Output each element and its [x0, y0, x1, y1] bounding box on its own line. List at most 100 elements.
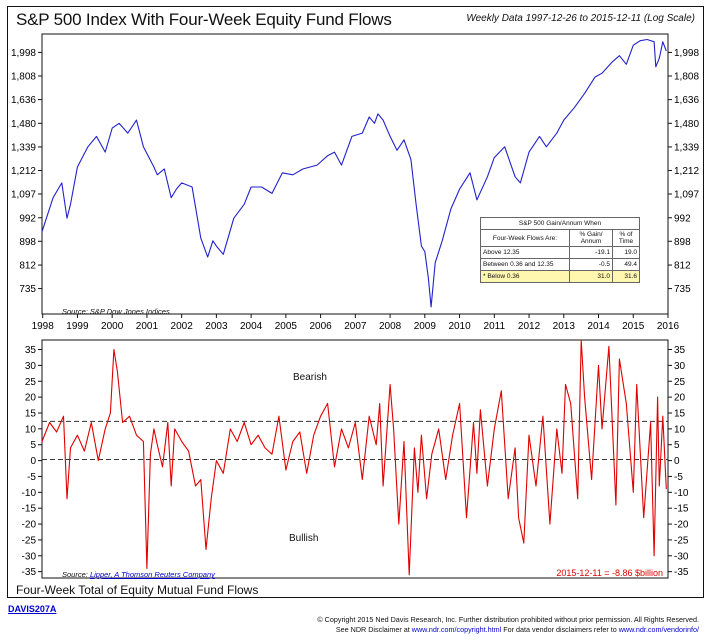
y-tick-label-left: 898: [19, 237, 36, 248]
gain-table-head-flows: Four-Week Flows Are:: [480, 229, 570, 247]
x-tick-label: 2002: [171, 321, 194, 332]
y-tick-label-right: 0: [674, 456, 680, 467]
y-tick-label-right: 10: [674, 424, 686, 435]
y-tick-label-left: 812: [19, 261, 36, 272]
gain-table-row-time: 31.6: [612, 270, 640, 283]
gain-table-row-label: Between 0.36 and 12.35: [480, 258, 570, 271]
y-tick-label-left: 1,212: [11, 166, 36, 177]
copyright-prefix: See NDR Disclaimer at: [335, 625, 410, 634]
bearish-label: Bearish: [293, 372, 327, 383]
y-tick-label-left: 1,097: [11, 190, 36, 201]
sp500-line: [41, 38, 667, 308]
x-tick-label: 2004: [240, 321, 263, 332]
x-tick-label: 2013: [553, 321, 576, 332]
y-tick-label-left: 25: [25, 377, 37, 388]
y-tick-label-left: 20: [25, 393, 37, 404]
gain-table-row-label: Above 12.35: [480, 246, 570, 259]
x-tick-label: 2007: [344, 321, 367, 332]
gain-table-row: Between 0.36 and 12.35 -0.5 49.4: [480, 258, 640, 271]
gain-table-row-time: 19.0: [612, 246, 640, 259]
y-tick-label-left: 5: [30, 440, 36, 451]
y-tick-label-left: -5: [27, 472, 36, 483]
y-tick-label-right: 35: [674, 345, 686, 356]
y-tick-label-left: 35: [25, 345, 37, 356]
y-tick-label-right: -30: [674, 551, 689, 562]
x-axis: 1998 1999 2000 2001 2002 2003 2004 2005 2006 2007…: [32, 314, 680, 332]
y-tick-label-left: 15: [25, 408, 37, 419]
y-tick-label-right: 1,636: [674, 95, 699, 106]
gain-table-title: S&P 500 Gain/Annum When: [480, 217, 640, 230]
gain-table-row-gain: 31.0: [569, 270, 613, 283]
x-tick-label: 2001: [136, 321, 159, 332]
y-tick-label-left: 1,636: [11, 95, 36, 106]
gain-table-row-gain: -0.5: [569, 258, 613, 271]
vendorinfo-link[interactable]: www.ndr.com/vendorinfo/: [618, 625, 699, 634]
y-tick-label-right: 1,998: [674, 48, 699, 59]
bottom-chart-title: Four-Week Total of Equity Mutual Fund Fl…: [16, 583, 259, 597]
y-tick-label-right: -35: [674, 567, 689, 578]
y-tick-label-left: 1,480: [11, 119, 36, 130]
gain-table-row-highlight: * Below 0.36 31.0 31.6: [480, 270, 640, 283]
y-tick-label-left: 1,808: [11, 72, 36, 83]
y-tick-label-right: 30: [674, 361, 686, 372]
fund-flows-panel: -35 -35 -30 -30 -25 -25 -20 -20 -15 -15 -10 -10 -5 -5…: [22, 339, 689, 579]
gain-table-row-gain: -19.1: [569, 246, 613, 259]
y-tick-label-right: 1,097: [674, 190, 699, 201]
x-tick-label: 2009: [414, 321, 437, 332]
y-tick-label-right: -15: [674, 504, 689, 515]
gain-table: S&P 500 Gain/Annum When Four-Week Flows …: [480, 217, 640, 283]
y-tick-label-right: 1,808: [674, 72, 699, 83]
lipper-link[interactable]: Lipper, A Thomson Reuters Company: [89, 570, 215, 579]
y-tick-label-right: -20: [674, 520, 689, 531]
gain-table-head-time: % of Time: [612, 229, 640, 247]
y-tick-label-left: 10: [25, 424, 37, 435]
gain-table-row-time: 49.4: [612, 258, 640, 271]
y-tick-label-left: 0: [30, 456, 36, 467]
x-tick-label: 2006: [309, 321, 332, 332]
latest-reading: 2015-12-11 = -8.86 $billion: [556, 568, 663, 578]
copyright-mid: For data vendor disclaimers refer to: [503, 625, 617, 634]
bottom-source: Source: Lipper, A Thomson Reuters Compan…: [62, 570, 215, 579]
y-tick-label-right: 992: [674, 213, 691, 224]
y-tick-label-right: 20: [674, 393, 686, 404]
y-tick-label-right: 15: [674, 408, 686, 419]
copyright-notice: © Copyright 2015 Ned Davis Research, Inc…: [317, 615, 699, 635]
x-tick-label: 2015: [622, 321, 645, 332]
y-tick-label-right: 25: [674, 377, 686, 388]
y-tick-label-right: -5: [674, 472, 683, 483]
x-tick-label: 2003: [205, 321, 228, 332]
x-tick-label: 1998: [32, 321, 55, 332]
copyright-line1: © Copyright 2015 Ned Davis Research, Inc…: [317, 615, 699, 624]
y-tick-label-left: -35: [22, 567, 37, 578]
y-tick-label-left: 992: [19, 213, 36, 224]
y-tick-label-right: 1,212: [674, 166, 699, 177]
y-tick-label-left: -20: [22, 520, 37, 531]
y-tick-label-left: 735: [19, 284, 36, 295]
bullish-label: Bullish: [289, 533, 319, 544]
y-tick-label-right: 5: [674, 440, 680, 451]
fund-flows-line: [41, 339, 667, 576]
y-tick-label-left: -30: [22, 551, 37, 562]
y-tick-label-left: -15: [22, 504, 37, 515]
gain-table-row: Above 12.35 -19.1 19.0: [480, 246, 640, 259]
y-tick-label-right: 812: [674, 261, 691, 272]
x-tick-label: 2000: [101, 321, 124, 332]
chart-subtitle: Weekly Data 1997-12-26 to 2015-12-11 (Lo…: [466, 13, 695, 24]
x-tick-label: 1999: [66, 321, 89, 332]
y-tick-label-left: -25: [22, 535, 37, 546]
copyright-link[interactable]: www.ndr.com/copyright.html: [411, 625, 502, 634]
y-tick-label-left: 30: [25, 361, 37, 372]
x-tick-label: 2010: [448, 321, 471, 332]
y-tick-label-right: 1,339: [674, 142, 699, 153]
gain-table-row-label: * Below 0.36: [480, 270, 570, 283]
y-tick-label-left: 1,998: [11, 48, 36, 59]
x-tick-label: 2012: [518, 321, 541, 332]
y-tick-label-right: 898: [674, 237, 691, 248]
y-tick-label-right: -10: [674, 488, 689, 499]
x-tick-label: 2011: [484, 321, 506, 332]
y-tick-label-left: -10: [22, 488, 37, 499]
x-tick-label: 2014: [587, 321, 610, 332]
davis-id-link[interactable]: DAVIS207A: [8, 604, 57, 614]
x-tick-label: 2016: [657, 321, 680, 332]
